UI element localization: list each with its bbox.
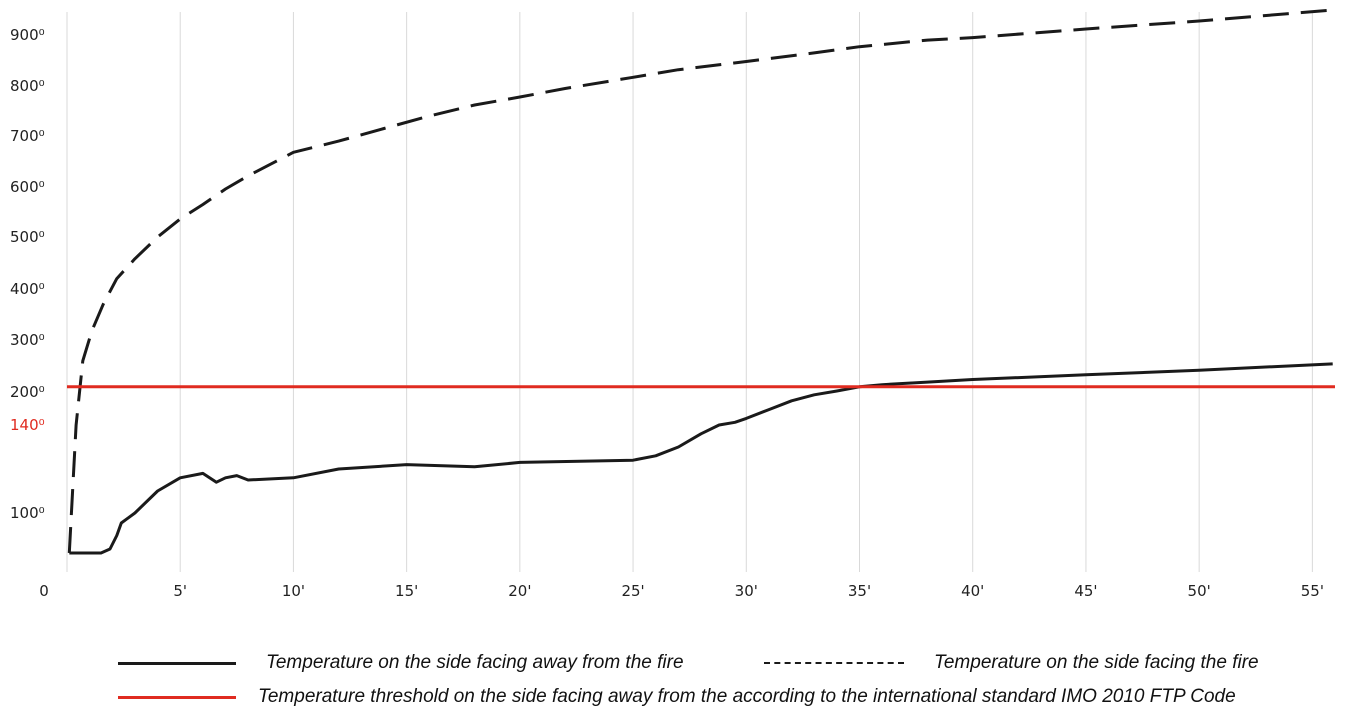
x-tick-label: 35' bbox=[848, 582, 871, 600]
x-tick-label: 45' bbox=[1074, 582, 1097, 600]
x-tick-label: 50' bbox=[1188, 582, 1211, 600]
y-axis-tick-labels: 100⁰ 140⁰ 200⁰ 300⁰ 400⁰ 500⁰ 600⁰ 700⁰ 800⁰ 900⁰ bbox=[10, 26, 45, 522]
series-line-facing-fire bbox=[67, 8, 1333, 554]
x-tick-label: 0 bbox=[39, 582, 49, 600]
x-tick-label: 15' bbox=[395, 582, 418, 600]
x-tick-label: 25' bbox=[621, 582, 644, 600]
y-tick-label: 300⁰ bbox=[10, 331, 45, 349]
x-axis-tick-labels: 0 5' 10' 15' 20' 25' 30' 35' 40' 45' 50' 55' bbox=[39, 582, 1324, 600]
x-tick-label: 20' bbox=[508, 582, 531, 600]
y-tick-label: 700⁰ bbox=[10, 127, 45, 145]
series-line-away-from-fire bbox=[69, 362, 1333, 555]
x-tick-label: 55' bbox=[1301, 582, 1324, 600]
y-tick-label: 200⁰ bbox=[10, 383, 45, 401]
y-tick-label: 800⁰ bbox=[10, 77, 45, 95]
y-tick-label: 140⁰ bbox=[10, 416, 45, 434]
vertical-gridlines bbox=[66, 12, 1313, 572]
series-lines bbox=[67, 8, 1335, 555]
y-tick-label: 600⁰ bbox=[10, 178, 45, 196]
x-tick-label: 30' bbox=[735, 582, 758, 600]
y-tick-label: 900⁰ bbox=[10, 26, 45, 44]
x-tick-label: 10' bbox=[282, 582, 305, 600]
y-tick-label: 100⁰ bbox=[10, 504, 45, 522]
y-tick-label: 400⁰ bbox=[10, 280, 45, 298]
x-tick-label: 5' bbox=[173, 582, 187, 600]
y-tick-label: 500⁰ bbox=[10, 228, 45, 246]
x-tick-label: 40' bbox=[961, 582, 984, 600]
